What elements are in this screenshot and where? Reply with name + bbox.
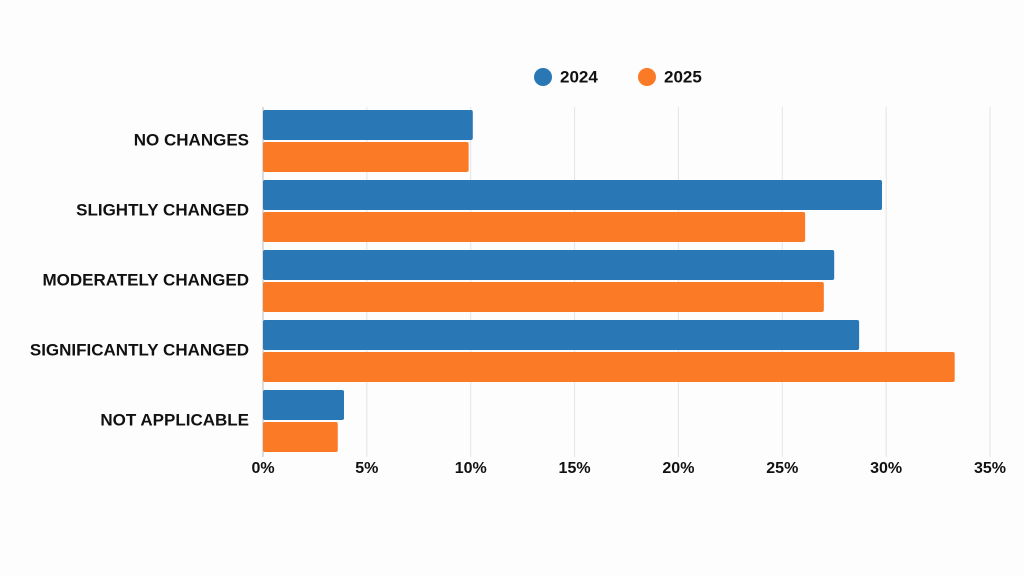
bar — [263, 250, 835, 280]
x-tick-label: 35% — [974, 460, 1006, 477]
x-tick-label: 5% — [355, 460, 378, 477]
bar — [263, 142, 469, 172]
x-tick-label: 20% — [662, 460, 694, 477]
y-tick-label: SIGNIFICANTLY CHANGED — [30, 340, 249, 359]
y-tick-label: NOT APPLICABLE — [100, 410, 249, 429]
bar — [263, 110, 473, 140]
x-tick-label: 10% — [455, 460, 487, 477]
bar — [263, 282, 824, 312]
legend-label: 2024 — [560, 67, 598, 86]
y-tick-label: SLIGHTLY CHANGED — [76, 200, 249, 219]
bar — [263, 352, 955, 382]
legend-swatch — [534, 68, 552, 86]
x-tick-label: 15% — [559, 460, 591, 477]
y-tick-label: MODERATELY CHANGED — [42, 270, 249, 289]
x-tick-label: 30% — [870, 460, 902, 477]
y-tick-label: NO CHANGES — [134, 130, 249, 149]
bar — [263, 180, 882, 210]
bar — [263, 320, 860, 350]
x-tick-label: 25% — [766, 460, 798, 477]
legend-swatch — [638, 68, 656, 86]
legend-label: 2025 — [664, 67, 702, 86]
bar — [263, 422, 338, 452]
x-tick-label: 0% — [251, 460, 274, 477]
bar — [263, 212, 806, 242]
bar — [263, 390, 345, 420]
